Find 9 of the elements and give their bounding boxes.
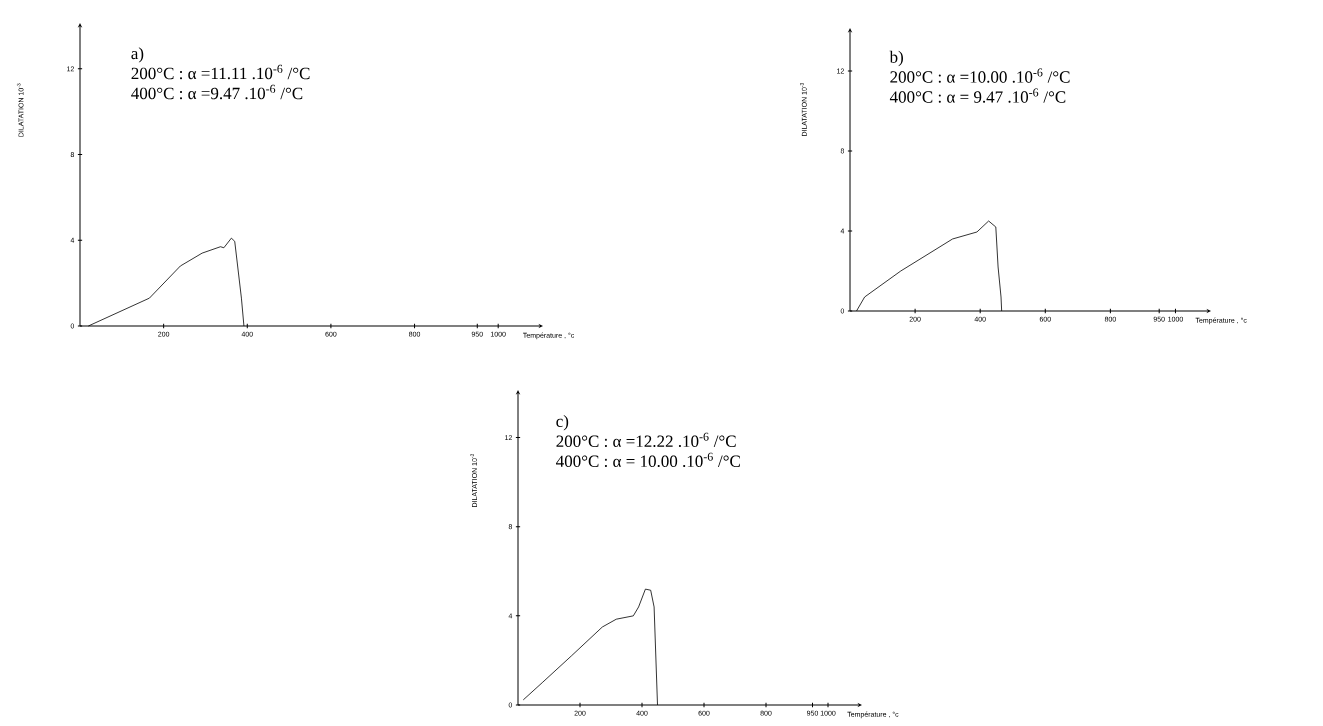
annotation: 400°C : α = 9.47 .10$^{-6}$ /°C bbox=[889, 88, 1066, 103]
annotation: 400°C : α =9.47 .10$^{-6}$ /°C bbox=[131, 84, 303, 100]
annotation: b) bbox=[889, 50, 903, 67]
annotation: 200°C : α =10.00 .10$^{-6}$ /°C bbox=[890, 68, 1070, 83]
annotation: a) bbox=[131, 47, 144, 63]
annotation: 400°C : α = 10.00 .10$^{-6}$ /°C bbox=[556, 452, 740, 468]
annotation: 200°C : α =11.11 .10$^{-6}$ /°C bbox=[131, 64, 310, 80]
annotation: c) bbox=[556, 415, 569, 431]
annotation: 200°C : α =12.22 .10$^{-6}$ /°C bbox=[556, 432, 736, 448]
